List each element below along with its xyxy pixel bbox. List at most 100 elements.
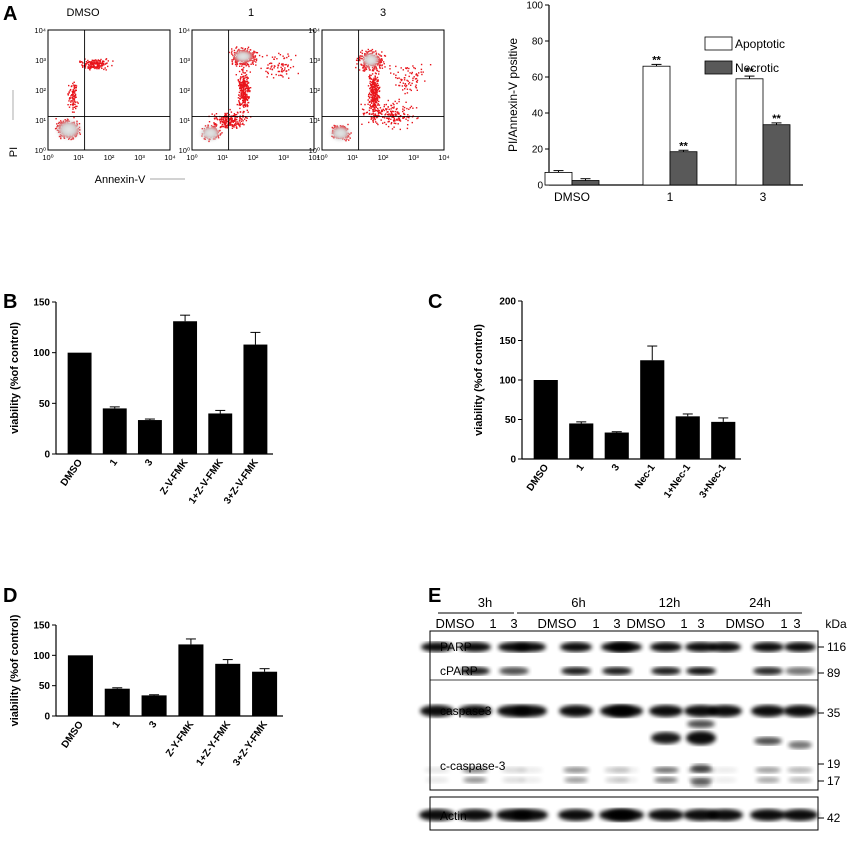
flow-ytick: 10² <box>35 86 46 95</box>
lane-label: 3 <box>793 616 800 631</box>
y-tick-label: 0 <box>44 712 50 723</box>
chart-c: 0 50 100 150 200 DMSO 1 3 Nec-1 1+Nec-1 3+Nec-1 via… <box>473 297 741 500</box>
flow-events <box>54 58 114 141</box>
flow-title-dmso: DMSO <box>67 7 100 19</box>
flow-xtick: 10⁴ <box>164 153 176 162</box>
flow-xtick: 10² <box>378 153 389 162</box>
flow-events <box>329 48 432 142</box>
y-tick-label: 100 <box>526 1 543 12</box>
band <box>654 777 678 783</box>
x-tick-label: 1+Z-Y-FMK <box>194 719 233 769</box>
x-tick-label: 1+Nec-1 <box>662 462 693 500</box>
y-tick-label: 0 <box>510 455 516 466</box>
band <box>610 642 642 652</box>
flow-ytick: 10⁴ <box>178 26 190 35</box>
band <box>788 777 812 783</box>
bar-3+Z-V-FMK <box>243 344 268 454</box>
bar-DMSO <box>67 655 93 716</box>
y-tick-label: 200 <box>499 297 516 308</box>
significance-mark: ** <box>652 54 661 66</box>
band <box>513 705 547 717</box>
band <box>608 809 644 821</box>
band <box>707 809 743 821</box>
flow-xtick: 10¹ <box>73 153 84 162</box>
bar-3+Z-Y-FMK <box>252 671 278 716</box>
lane-label: 3 <box>697 616 704 631</box>
x-tick-label: 3+Z-V-FMK <box>222 457 261 507</box>
band <box>558 809 594 821</box>
y-tick-label: 150 <box>33 298 50 309</box>
band <box>782 809 818 821</box>
x-tick-label: DMSO <box>525 462 551 493</box>
kda-marker: 42 <box>827 811 841 825</box>
band <box>421 642 453 652</box>
x-tick-label: 1 <box>111 719 123 730</box>
flow-xtick: 10⁰ <box>42 153 53 162</box>
x-tick-label: Z-V-FMK <box>158 457 191 497</box>
bar-Nec-1 <box>640 360 665 459</box>
x-tick-label: 3+Nec-1 <box>698 462 729 500</box>
band <box>609 705 643 717</box>
kda-marker: 35 <box>827 706 841 720</box>
band <box>687 720 715 728</box>
flow-cytometry-plots: DMSO 1 3 Annexin-V PI 10⁰10⁰10¹10¹10²10²… <box>8 7 450 186</box>
band <box>463 777 487 783</box>
x-tick-label: 3 <box>147 719 159 730</box>
bar-3 <box>137 420 162 454</box>
band <box>686 667 716 675</box>
timepoint-label: 6h <box>571 595 585 610</box>
timepoint-label: 3h <box>478 595 492 610</box>
bar-Necrotic-DMSO <box>571 180 600 186</box>
band-label-4: Actin <box>440 809 467 823</box>
band <box>650 642 682 652</box>
band <box>514 642 546 652</box>
band <box>425 777 449 783</box>
band-label-1: cPARP <box>440 664 478 678</box>
x-tick-label: 1 <box>575 462 587 473</box>
y-tick-label: 60 <box>532 73 544 84</box>
bar-Necrotic-1 <box>669 151 698 186</box>
bar-1 <box>102 408 127 454</box>
flow-xlabel: Annexin-V <box>95 174 146 186</box>
band <box>564 777 588 783</box>
x-tick-label: 3 <box>610 462 622 473</box>
x-tick-label: 3 <box>760 190 767 204</box>
lane-label: 1 <box>489 616 496 631</box>
band <box>783 705 817 717</box>
band <box>459 642 491 652</box>
significance-mark: ** <box>745 66 754 78</box>
y-axis-label: viability (%of control) <box>9 322 21 434</box>
kda-unit: kDa <box>825 617 847 631</box>
band <box>559 705 593 717</box>
flow-ytick: 10² <box>309 86 320 95</box>
flow-ytick: 10⁴ <box>308 26 320 35</box>
flow-xtick: 10² <box>104 153 115 162</box>
band <box>708 705 742 717</box>
flow-ytick: 10⁰ <box>309 146 320 155</box>
band <box>713 777 737 783</box>
y-tick-label: 40 <box>532 109 544 120</box>
y-axis-label: PI/Annexin-V positive <box>506 38 520 152</box>
bar-3 <box>141 695 167 716</box>
bar-Apoptotic-3 <box>735 78 764 186</box>
band <box>561 667 591 675</box>
lane-label: 3 <box>510 616 517 631</box>
flow-title-1: 1 <box>248 7 254 19</box>
lane-label: 3 <box>613 616 620 631</box>
flow-ytick: 10³ <box>179 56 190 65</box>
y-tick-label: 50 <box>39 681 51 692</box>
y-tick-label: 50 <box>505 415 517 426</box>
x-tick-label: 1 <box>667 190 674 204</box>
band <box>518 777 542 783</box>
lane-label: DMSO <box>726 616 765 631</box>
lane-label: 1 <box>592 616 599 631</box>
legend-swatch <box>704 36 733 51</box>
band <box>648 809 684 821</box>
band <box>499 667 529 675</box>
flow-xtick: 10³ <box>134 153 145 162</box>
band <box>563 767 589 773</box>
band <box>462 767 488 773</box>
flow-events <box>199 46 299 143</box>
